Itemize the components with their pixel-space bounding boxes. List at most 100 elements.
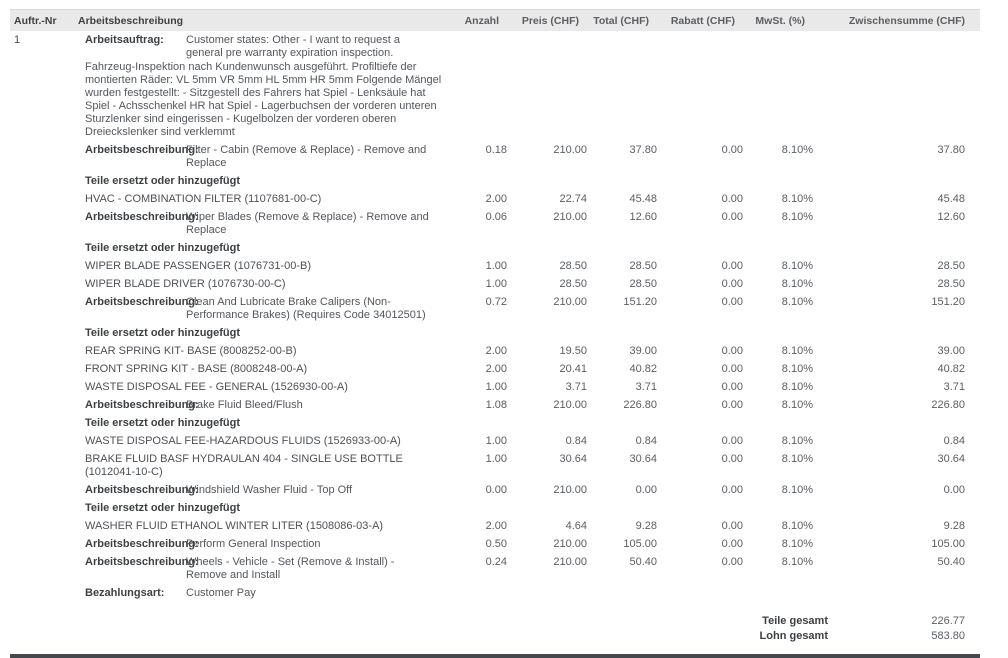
rabatt-cell: 0.00	[721, 381, 743, 393]
column-header-auftr-nr: Auftr.-Nr	[14, 14, 57, 27]
preis-cell: 30.64	[559, 453, 587, 465]
preis-cell: 28.50	[559, 260, 587, 272]
anzahl-cell: 1.00	[485, 435, 507, 447]
mwst-cell: 8.10%	[781, 484, 813, 496]
labor-label: Arbeitsbeschreibung:	[85, 556, 199, 568]
part-name: WASHER FLUID ETHANOL WINTER LITER (15080…	[85, 520, 384, 532]
labor-description: Wiper Blades (Remove & Replace) - Remove…	[186, 211, 429, 236]
labor-label: Arbeitsbeschreibung:	[85, 296, 199, 308]
part-row: HVAC - COMBINATION FILTER (1107681-00-C)…	[10, 190, 980, 208]
anzahl-cell: 0.50	[485, 538, 507, 550]
total-value: 583.80	[931, 630, 965, 642]
total-cell: 40.82	[629, 363, 657, 375]
labor-description: Brake Fluid Bleed/Flush	[186, 399, 303, 411]
anzahl-cell: 1.08	[485, 399, 507, 411]
rabatt-cell: 0.00	[721, 399, 743, 411]
total-cell: 9.28	[635, 520, 657, 532]
zwischensumme-cell: 9.28	[943, 520, 965, 532]
preis-cell: 3.71	[565, 381, 587, 393]
labor-description: Perform General Inspection	[186, 538, 321, 550]
anzahl-cell: 2.00	[485, 193, 507, 205]
rabatt-cell: 0.00	[721, 193, 743, 205]
mwst-cell: 8.10%	[781, 399, 813, 411]
rabatt-cell: 0.00	[721, 363, 743, 375]
rabatt-cell: 0.00	[721, 144, 743, 156]
mwst-cell: 8.10%	[781, 453, 813, 465]
work-order-document: Auftr.-Nr Arbeitsbeschreibung Anzahl Pre…	[10, 9, 980, 658]
mwst-cell: 8.10%	[781, 538, 813, 550]
total-cell: 151.20	[623, 296, 657, 308]
parts-section-header: Teile ersetzt oder hinzugefügt	[10, 172, 980, 190]
column-header-mwst: MwSt. (%)	[755, 14, 805, 27]
anzahl-cell: 0.72	[485, 296, 507, 308]
part-name: WASTE DISPOSAL FEE-HAZARDOUS FLUIDS (152…	[85, 435, 401, 447]
labor-label: Arbeitsbeschreibung:	[85, 211, 199, 223]
total-value: 226.77	[931, 615, 965, 627]
parts-section-header: Teile ersetzt oder hinzugefügt	[10, 414, 980, 432]
zwischensumme-cell: 30.64	[937, 453, 965, 465]
rabatt-cell: 0.00	[721, 211, 743, 223]
mwst-cell: 8.10%	[781, 296, 813, 308]
rabatt-cell: 0.00	[721, 556, 743, 568]
mwst-cell: 8.10%	[781, 556, 813, 568]
total-cell: 12.60	[629, 211, 657, 223]
zwischensumme-cell: 50.40	[937, 556, 965, 568]
part-row: REAR SPRING KIT- BASE (8008252-00-B) 2.0…	[10, 342, 980, 360]
total-row: Teile gesamt 226.77	[10, 614, 980, 629]
column-header-arbeitsbeschreibung: Arbeitsbeschreibung	[78, 14, 184, 27]
preis-cell: 210.00	[553, 399, 587, 411]
preis-cell: 210.00	[553, 144, 587, 156]
work-order-label: Arbeitsauftrag:	[85, 34, 164, 46]
parts-section-label: Teile ersetzt oder hinzugefügt	[85, 327, 241, 339]
part-row: WIPER BLADE PASSENGER (1076731-00-B) 1.0…	[10, 257, 980, 275]
zwischensumme-cell: 45.48	[937, 193, 965, 205]
total-cell: 0.00	[635, 484, 657, 496]
labor-row: Arbeitsbeschreibung: Clean And Lubricate…	[10, 293, 980, 324]
mwst-cell: 8.10%	[781, 211, 813, 223]
rabatt-cell: 0.00	[721, 260, 743, 272]
total-cell: 37.80	[629, 144, 657, 156]
zwischensumme-cell: 3.71	[943, 381, 965, 393]
part-name: HVAC - COMBINATION FILTER (1107681-00-C)	[85, 193, 322, 205]
parts-section-header: Teile ersetzt oder hinzugefügt	[10, 239, 980, 257]
total-cell: 226.80	[623, 399, 657, 411]
parts-section-header: Teile ersetzt oder hinzugefügt	[10, 499, 980, 517]
rabatt-cell: 0.00	[721, 453, 743, 465]
mwst-cell: 8.10%	[781, 260, 813, 272]
column-header-rabatt: Rabatt (CHF)	[670, 14, 735, 27]
labor-row: Arbeitsbeschreibung: Brake Fluid Bleed/F…	[10, 396, 980, 414]
total-cell: 30.64	[629, 453, 657, 465]
total-cell: 50.40	[629, 556, 657, 568]
total-cell: 28.50	[629, 278, 657, 290]
labor-row: Arbeitsbeschreibung: Wiper Blades (Remov…	[10, 208, 980, 239]
preis-cell: 28.50	[559, 278, 587, 290]
order-number: 1	[14, 34, 21, 46]
bottom-rule	[10, 654, 980, 658]
inspection-note: Fahrzeug-Inspektion nach Kundenwunsch au…	[85, 61, 442, 138]
zwischensumme-cell: 28.50	[937, 260, 965, 272]
preis-cell: 0.84	[565, 435, 587, 447]
labor-row: Arbeitsbeschreibung: Perform General Ins…	[10, 535, 980, 553]
labor-row: Arbeitsbeschreibung: Windshield Washer F…	[10, 481, 980, 499]
column-header-anzahl: Anzahl	[464, 14, 499, 27]
part-name: WIPER BLADE PASSENGER (1076731-00-B)	[85, 260, 311, 272]
anzahl-cell: 0.24	[485, 556, 507, 568]
zwischensumme-cell: 151.20	[931, 296, 965, 308]
table-body: 1 Arbeitsauftrag: Customer states: Other…	[10, 31, 980, 602]
labor-label: Arbeitsbeschreibung:	[85, 399, 199, 411]
mwst-cell: 8.10%	[781, 363, 813, 375]
payment-type-value: Customer Pay	[186, 587, 256, 599]
zwischensumme-cell: 226.80	[931, 399, 965, 411]
zwischensumme-cell: 40.82	[937, 363, 965, 375]
mwst-cell: 8.10%	[781, 435, 813, 447]
part-name: REAR SPRING KIT- BASE (8008252-00-B)	[85, 345, 297, 357]
labor-row: Arbeitsbeschreibung: Wheels - Vehicle - …	[10, 553, 980, 584]
preis-cell: 4.64	[565, 520, 587, 532]
column-header-total: Total (CHF)	[593, 14, 649, 27]
parts-section-header: Teile ersetzt oder hinzugefügt	[10, 324, 980, 342]
preis-cell: 210.00	[553, 484, 587, 496]
anzahl-cell: 0.06	[485, 211, 507, 223]
column-header-zwischensumme: Zwischensumme (CHF)	[848, 14, 965, 27]
rabatt-cell: 0.00	[721, 484, 743, 496]
rabatt-cell: 0.00	[721, 435, 743, 447]
